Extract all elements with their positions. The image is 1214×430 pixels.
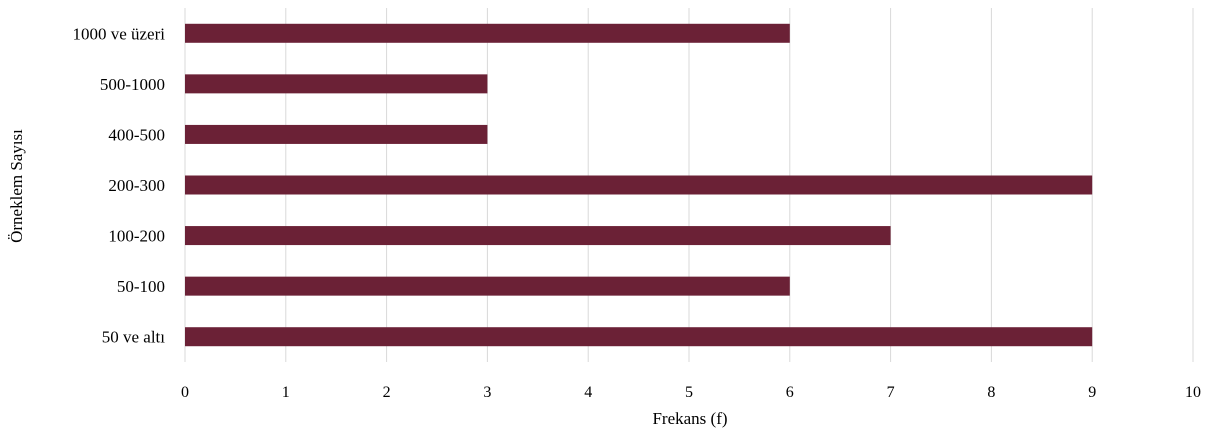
bar (185, 23, 790, 43)
category-label: 100-200 (108, 227, 165, 246)
x-tick-label: 5 (685, 384, 693, 401)
x-tick-labels: 0 1 2 3 4 5 6 7 8 9 10 (181, 384, 1201, 401)
bar (185, 124, 488, 144)
category-label: 50 ve altı (102, 328, 166, 347)
x-tick-label: 2 (383, 384, 391, 401)
x-tick-label: 4 (584, 384, 592, 401)
category-label: 200-300 (108, 176, 165, 195)
bar (185, 276, 790, 296)
bars (185, 23, 1093, 347)
x-tick-label: 8 (987, 384, 995, 401)
category-label: 50-100 (117, 277, 165, 296)
x-axis-title: Frekans (f) (652, 409, 727, 428)
category-label: 400-500 (108, 125, 165, 144)
x-tick-label: 10 (1185, 384, 1201, 401)
bar (185, 327, 1093, 347)
category-label: 500-1000 (100, 75, 165, 94)
x-tick-label: 6 (786, 384, 794, 401)
x-tick-label: 9 (1088, 384, 1096, 401)
bar (185, 175, 1093, 195)
bar (185, 74, 488, 94)
x-tick-label: 3 (483, 384, 491, 401)
bar (185, 226, 891, 246)
category-label: 1000 ve üzeri (72, 24, 165, 43)
category-labels: 1000 ve üzeri 500-1000 400-500 200-300 100-2… (72, 24, 165, 346)
x-tick-label: 1 (282, 384, 290, 401)
x-tick-label: 7 (887, 384, 895, 401)
x-tick-label: 0 (181, 384, 189, 401)
y-axis-title: Örneklem Sayısı (7, 129, 26, 243)
